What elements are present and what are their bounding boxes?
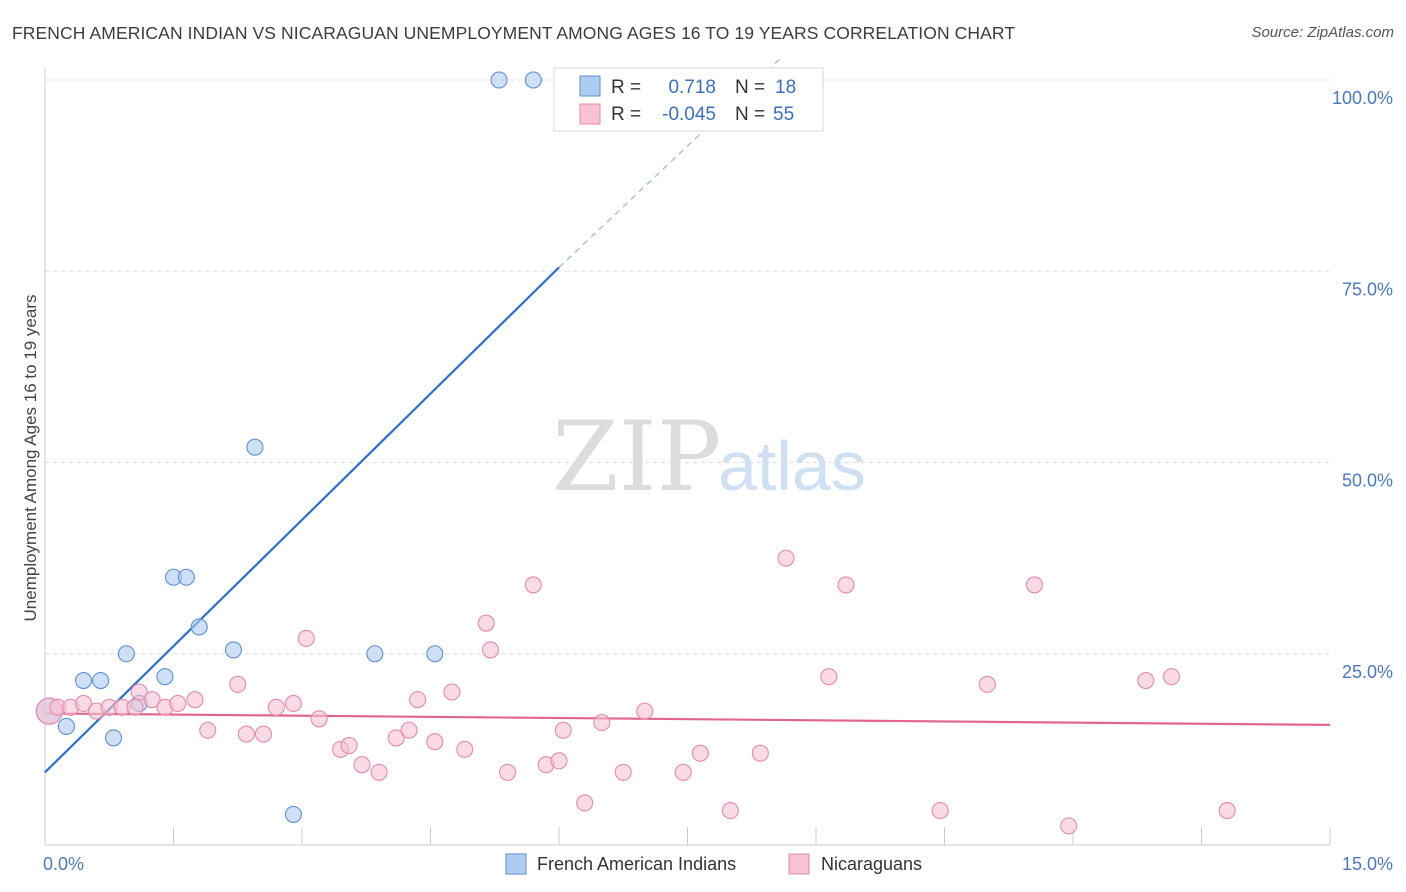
- y-tick-label: 25.0%: [1342, 662, 1393, 682]
- data-point-french-american-indians: [366, 645, 384, 663]
- data-point-nicaraguans: [310, 710, 328, 728]
- data-point-nicaraguans: [400, 721, 418, 739]
- data-point-nicaraguans: [340, 736, 358, 755]
- data-point-nicaraguans: [477, 614, 495, 632]
- data-point-french-american-indians: [75, 671, 93, 690]
- legend-swatch-blue: [579, 75, 601, 97]
- data-point-nicaraguans: [614, 763, 632, 781]
- data-point-nicaraguans: [499, 763, 517, 781]
- data-point-nicaraguans: [576, 794, 594, 812]
- x-tick-label: 0.0%: [43, 854, 84, 874]
- data-point-nicaraguans: [1137, 671, 1155, 690]
- legend-key-nicaraguans: [788, 853, 810, 875]
- data-point-nicaraguans: [524, 576, 542, 594]
- data-point-nicaraguans: [820, 668, 838, 686]
- data-point-nicaraguans: [267, 698, 285, 716]
- data-point-nicaraguans: [186, 691, 204, 709]
- data-point-nicaraguans: [777, 549, 795, 567]
- stat-r-value-1: 0.718: [668, 77, 716, 98]
- data-points: [35, 71, 1236, 835]
- data-point-french-american-indians: [190, 618, 208, 636]
- data-point-nicaraguans: [169, 694, 187, 713]
- y-tick-label: 75.0%: [1342, 279, 1393, 299]
- legend-key-french-american-indians: [505, 853, 527, 875]
- data-point-french-american-indians: [490, 71, 508, 89]
- data-point-nicaraguans: [674, 763, 692, 781]
- stat-r-label-2: R =: [611, 104, 641, 125]
- data-point-nicaraguans: [1218, 802, 1236, 820]
- data-point-french-american-indians: [524, 71, 542, 89]
- data-point-nicaraguans: [237, 725, 255, 743]
- chart-title: FRENCH AMERICAN INDIAN VS NICARAGUAN UNE…: [12, 23, 1016, 43]
- data-point-nicaraguans: [691, 744, 709, 762]
- grid-lines: [45, 79, 1330, 655]
- data-point-nicaraguans: [229, 675, 247, 693]
- series-legend: French American Indians Nicaraguans: [505, 853, 922, 875]
- data-point-french-american-indians: [92, 671, 110, 690]
- y-tick-label: 50.0%: [1342, 471, 1393, 491]
- data-point-french-american-indians: [57, 717, 75, 735]
- data-point-nicaraguans: [837, 576, 855, 594]
- trend-line-nicaraguans: [44, 712, 1331, 726]
- data-point-nicaraguans: [370, 763, 388, 781]
- data-point-french-american-indians: [246, 438, 264, 456]
- data-point-nicaraguans: [130, 683, 148, 701]
- data-point-nicaraguans: [443, 683, 461, 701]
- data-point-nicaraguans: [426, 733, 444, 751]
- data-point-nicaraguans: [721, 802, 739, 820]
- data-point-nicaraguans: [199, 721, 217, 739]
- legend-label-french-american-indians: French American Indians: [537, 854, 736, 874]
- data-point-french-american-indians: [284, 805, 302, 823]
- y-axis-label: Unemployment Among Ages 16 to 19 years: [21, 295, 40, 622]
- data-point-nicaraguans: [978, 675, 996, 693]
- data-point-nicaraguans: [254, 725, 273, 743]
- data-point-nicaraguans: [751, 744, 769, 762]
- data-point-nicaraguans: [143, 691, 161, 709]
- watermark-zip: ZIP: [552, 401, 721, 513]
- data-point-nicaraguans: [456, 740, 474, 758]
- data-point-nicaraguans: [353, 756, 371, 774]
- stat-n-label-1: N =: [735, 77, 765, 98]
- data-point-french-american-indians: [224, 641, 243, 659]
- data-point-nicaraguans: [387, 729, 405, 747]
- y-tick-label: 100.0%: [1332, 88, 1393, 108]
- stat-n-label-2: N =: [735, 104, 765, 125]
- stat-r-value-2: -0.045: [662, 104, 716, 125]
- x-tick-label: 15.0%: [1342, 854, 1393, 874]
- data-point-french-american-indians: [117, 645, 135, 663]
- legend-swatch-pink: [579, 103, 601, 125]
- data-point-french-american-indians: [104, 729, 123, 747]
- watermark-atlas: atlas: [718, 427, 866, 505]
- data-point-french-american-indians: [177, 568, 195, 586]
- data-point-nicaraguans: [284, 694, 302, 713]
- stat-r-label-1: R =: [611, 77, 641, 98]
- data-point-nicaraguans: [297, 629, 315, 648]
- data-point-nicaraguans: [409, 691, 427, 709]
- tick-labels: 25.0% 50.0% 75.0% 100.0% 0.0% 15.0%: [43, 88, 1393, 874]
- data-point-nicaraguans: [75, 694, 93, 713]
- trend-line-french-american-indians: [44, 266, 560, 774]
- data-point-nicaraguans: [554, 721, 572, 739]
- data-point-nicaraguans: [126, 698, 144, 716]
- data-point-nicaraguans: [593, 714, 611, 732]
- data-point-nicaraguans: [1025, 576, 1043, 594]
- data-point-french-american-indians: [426, 645, 444, 663]
- stat-n-value-2: 55: [773, 104, 794, 125]
- source-credit: Source: ZipAtlas.com: [1251, 24, 1394, 41]
- data-point-nicaraguans: [931, 802, 949, 820]
- data-point-nicaraguans: [550, 752, 568, 770]
- stat-n-value-1: 18: [775, 77, 796, 98]
- stats-legend: R = 0.718 N = 18 R = -0.045 N = 55: [553, 67, 824, 132]
- data-point-nicaraguans: [481, 641, 500, 659]
- legend-label-nicaraguans: Nicaraguans: [821, 854, 922, 874]
- data-point-nicaraguans: [1162, 668, 1181, 686]
- data-point-nicaraguans: [1060, 817, 1078, 835]
- data-point-french-american-indians: [156, 668, 174, 686]
- data-point-nicaraguans: [636, 702, 654, 720]
